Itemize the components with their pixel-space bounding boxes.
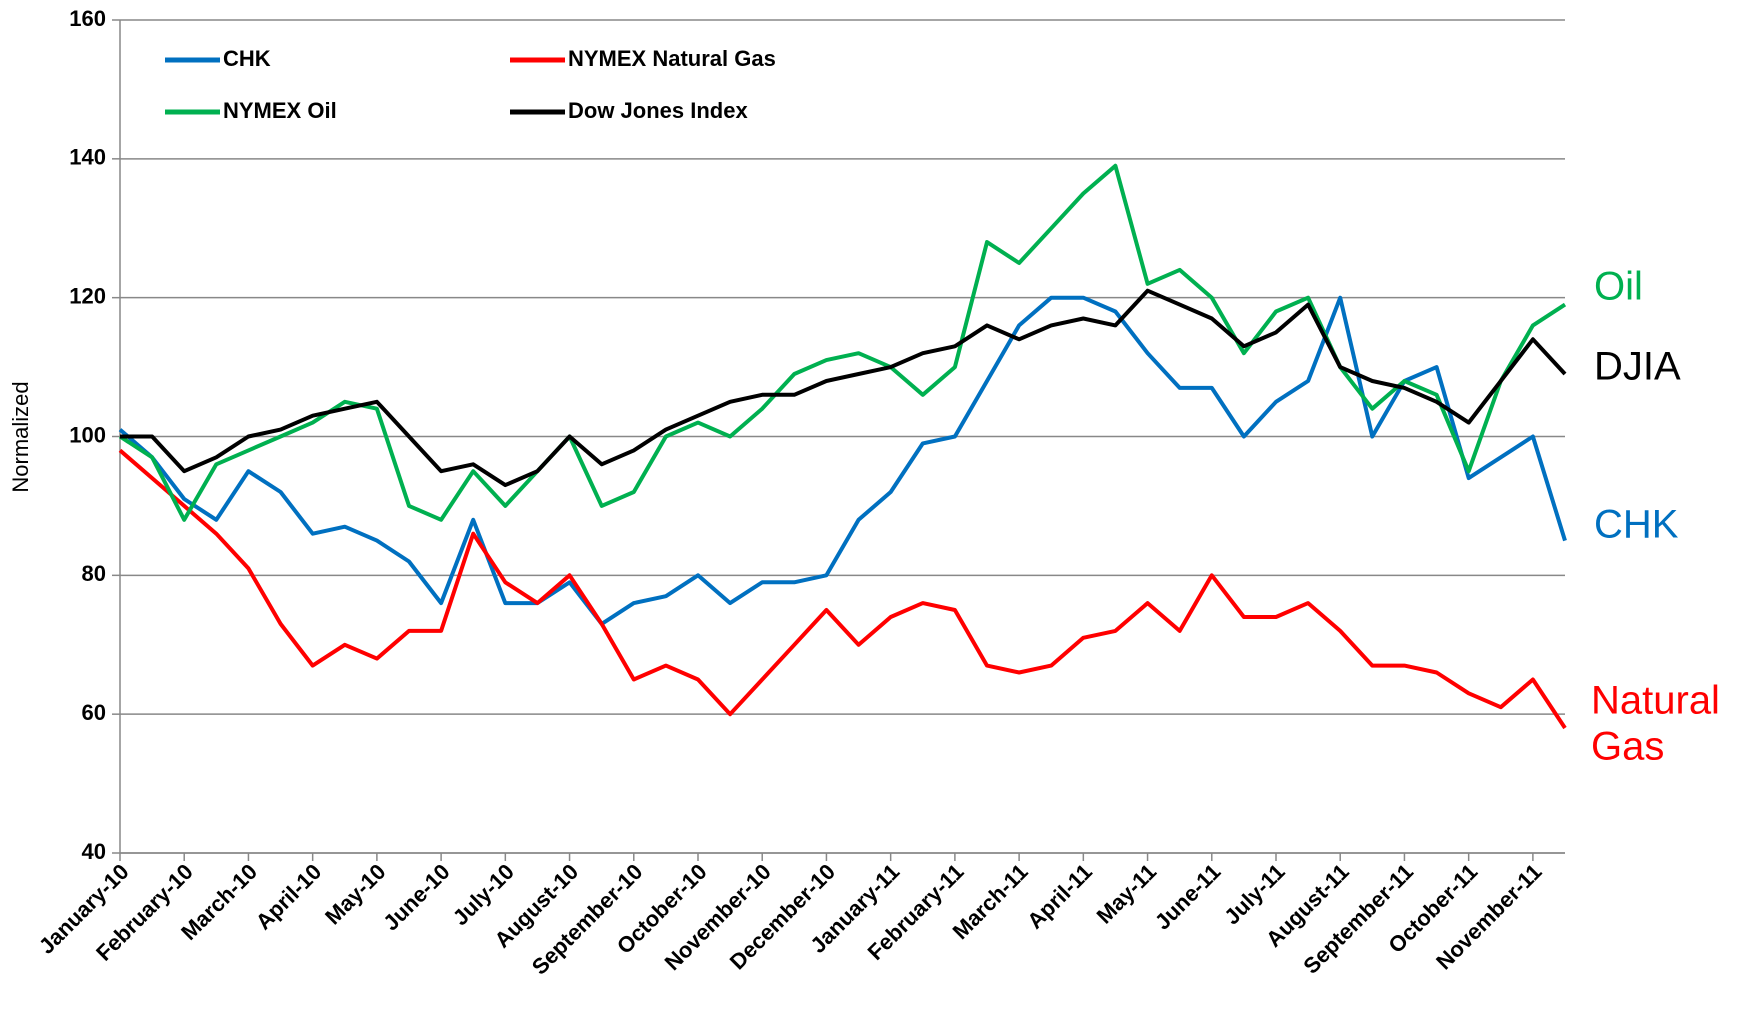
legend-label: NYMEX Oil (223, 98, 337, 123)
x-tick-label: September-11 (1298, 859, 1418, 979)
y-tick-label: 140 (69, 145, 106, 170)
y-axis-label: Normalized (8, 381, 33, 492)
legend-label: Dow Jones Index (568, 98, 748, 123)
legend-label: NYMEX Natural Gas (568, 46, 776, 71)
y-tick-label: 80 (82, 561, 106, 586)
x-tick-label: September-10 (527, 859, 648, 980)
y-tick-label: 160 (69, 6, 106, 31)
y-tick-label: 60 (82, 700, 106, 725)
annotation: DJIA (1594, 345, 1681, 389)
series-line (118, 448, 1567, 730)
x-tick-label: June-10 (378, 859, 454, 935)
legend-label: CHK (223, 46, 271, 71)
y-tick-label: 120 (69, 283, 106, 308)
y-tick-label: 40 (82, 839, 106, 864)
annotation: Oil (1594, 265, 1643, 309)
x-tick-label: April-10 (251, 859, 327, 935)
annotation: CHK (1594, 503, 1679, 547)
annotation: Gas (1591, 725, 1664, 769)
series-line (120, 288, 1567, 488)
x-tick-label: April-11 (1022, 859, 1097, 934)
annotation: Natural (1591, 679, 1720, 723)
series-line (118, 163, 1567, 522)
x-tick-label: June-11 (1150, 859, 1226, 935)
y-tick-label: 100 (69, 422, 106, 447)
